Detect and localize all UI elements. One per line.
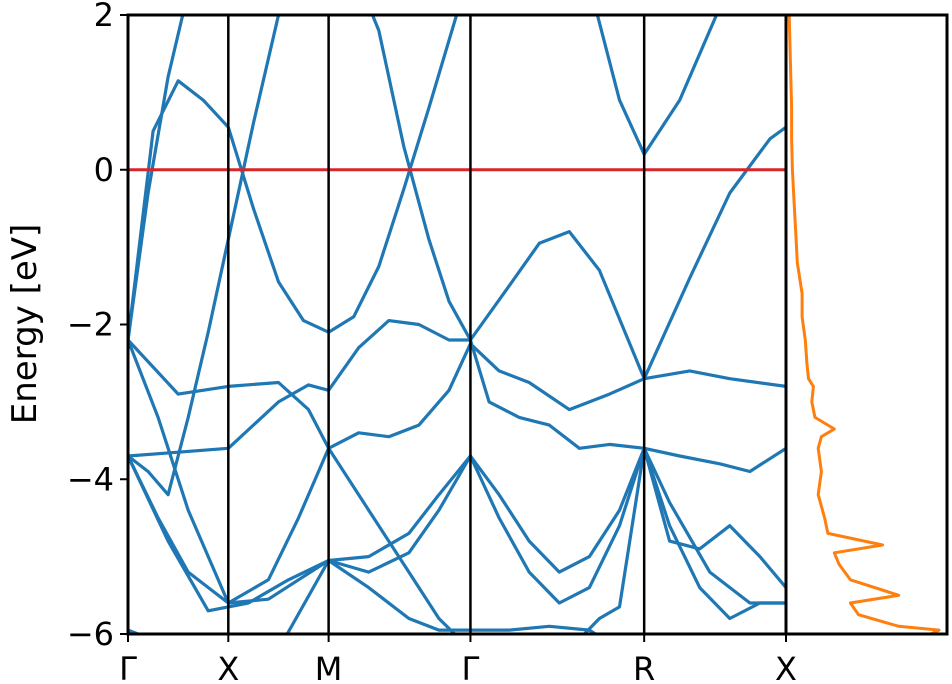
- y-tick-label: −6: [67, 615, 114, 653]
- band-line-3: [128, 15, 371, 497]
- band-line-6: [128, 338, 786, 634]
- dos-axes-frame: [784, 13, 949, 636]
- dos-line: [787, 15, 941, 634]
- y-tick-label: 2: [94, 0, 114, 34]
- y-tick-label: −4: [67, 460, 114, 498]
- band-line-7: [128, 446, 786, 605]
- band-line-4: [128, 319, 786, 474]
- x-tick-label: Γ: [119, 650, 137, 684]
- y-axis-ticks: 2 0 −2 −4 −6: [67, 0, 128, 653]
- dos-curve: [787, 15, 941, 634]
- y-tick-label: 0: [94, 151, 114, 189]
- band-line-9: [128, 558, 599, 634]
- band-line-2: [128, 15, 786, 381]
- x-tick-label: M: [315, 650, 343, 684]
- band-axes-frame: [126, 13, 788, 636]
- y-tick-label: −2: [67, 306, 114, 344]
- band-line-5: [128, 339, 786, 605]
- band-line-1: [128, 15, 719, 341]
- x-tick-label: Γ: [462, 650, 480, 684]
- x-tick-label: R: [633, 650, 655, 684]
- band-line-8: [128, 446, 786, 613]
- kpoint-divider-lines: [227, 15, 646, 634]
- y-axis-label: Energy [eV]: [5, 224, 45, 425]
- x-tick-label: X: [775, 650, 797, 684]
- band-lines: [128, 15, 786, 634]
- x-tick-label: X: [217, 650, 239, 684]
